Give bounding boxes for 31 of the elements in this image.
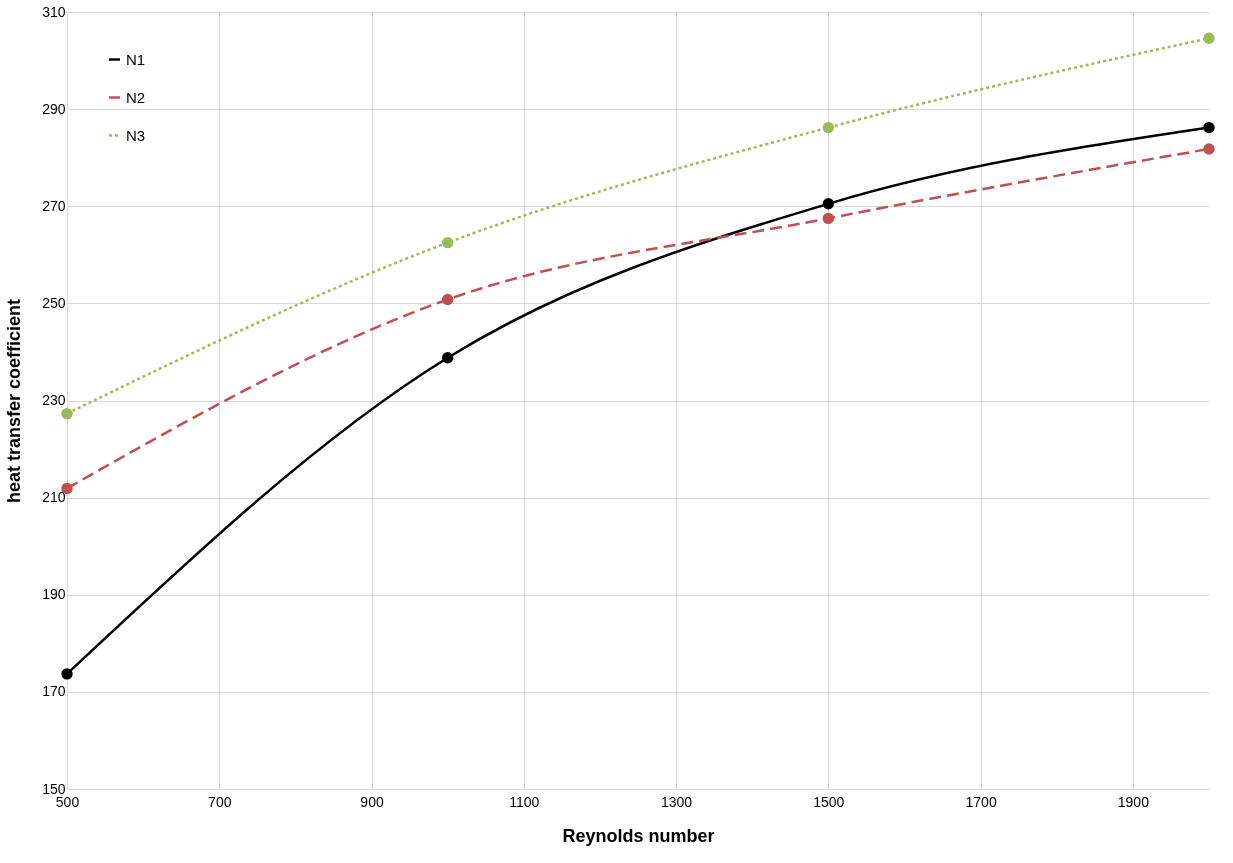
point: [1203, 143, 1215, 155]
legend-label: N2: [126, 88, 146, 106]
x-tick-label: 1700: [965, 793, 997, 810]
x-tick-label: 1300: [660, 793, 693, 810]
point: [61, 407, 73, 420]
y-tick-label: 230: [42, 392, 66, 408]
point: [822, 198, 835, 210]
point: [1203, 32, 1215, 44]
point: [441, 352, 454, 364]
point: [441, 293, 454, 306]
x-tick-label: 700: [208, 793, 232, 810]
y-tick-label: 170: [42, 683, 66, 700]
x-tick-label: 1500: [813, 793, 845, 810]
y-tick-label: 270: [42, 197, 66, 214]
point: [822, 121, 835, 134]
y-tick-label: 250: [42, 294, 66, 311]
legend-label: N1: [126, 50, 146, 68]
y-tick-label: 210: [42, 489, 66, 506]
y-tick-label: 310: [42, 3, 66, 20]
point: [1203, 121, 1215, 134]
x-tick-label: 1900: [1117, 793, 1150, 810]
y-axis-title: heat transfer coefficient: [4, 298, 25, 504]
x-tick-label: 1100: [509, 793, 540, 810]
point: [61, 668, 73, 680]
legend-label: N3: [126, 126, 146, 144]
y-tick-label: 290: [42, 100, 66, 117]
point: [822, 212, 835, 225]
y-tick-label: 190: [42, 586, 66, 603]
x-tick-label: 900: [360, 793, 384, 810]
point: [441, 236, 454, 249]
x-axis-title: Reynolds number: [562, 825, 715, 846]
